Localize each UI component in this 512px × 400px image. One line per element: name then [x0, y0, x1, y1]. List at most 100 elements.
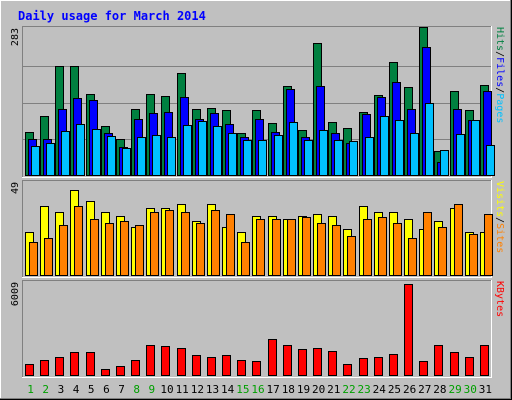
- bar-pages-day-20: [319, 130, 328, 176]
- day-label-30: 30: [464, 383, 477, 396]
- day-label-27: 27: [418, 383, 431, 396]
- day-labels: 1 2 3 4 5 6 7 8 9 10 11 12 13 14 15 16 17 18 19 20 21 22 23 24 2…: [27, 383, 492, 396]
- day-label-31: 31: [479, 383, 492, 396]
- legend-separator: /: [494, 51, 505, 57]
- bar-kbytes-day-11: [177, 348, 186, 376]
- bar-kbytes-day-28: [434, 345, 443, 376]
- bar-sites-day-26: [408, 238, 417, 276]
- bar-pages-day-9: [152, 135, 161, 176]
- bar-sites-day-31: [484, 214, 493, 276]
- bar-sites-day-23: [363, 219, 372, 276]
- bar-kbytes-day-20: [313, 348, 322, 376]
- bar-pages-day-23: [365, 137, 374, 176]
- bar-pages-day-8: [137, 137, 146, 176]
- bar-pages-day-15: [243, 140, 252, 176]
- bar-kbytes-day-13: [207, 357, 216, 376]
- bar-sites-day-21: [332, 225, 341, 276]
- legend-hits-files-pages: Hits/Files/Pages: [494, 27, 505, 123]
- bar-sites-day-12: [196, 223, 205, 276]
- bar-kbytes-day-21: [328, 351, 337, 376]
- legend-kbytes: KBytes: [494, 281, 505, 317]
- bar-pages-day-10: [167, 137, 176, 176]
- legend-pages: Pages: [494, 93, 505, 123]
- bar-kbytes-day-16: [252, 361, 261, 376]
- day-label-10: 10: [160, 383, 173, 396]
- bar-kbytes-day-27: [419, 361, 428, 376]
- panel-visits-sites: 49 Visits/Sites: [10, 180, 505, 278]
- day-label-17: 17: [267, 383, 280, 396]
- bar-sites-day-10: [165, 210, 174, 276]
- legend-visits-sites: Visits/Sites: [494, 181, 505, 253]
- bar-pages-day-18: [289, 122, 298, 176]
- bar-pages-day-6: [107, 136, 116, 176]
- bar-pages-day-30: [471, 120, 480, 176]
- day-label-2: 2: [42, 383, 49, 396]
- bar-kbytes-day-10: [161, 346, 170, 376]
- bar-sites-day-24: [378, 217, 387, 276]
- bar-pages-day-16: [258, 140, 267, 176]
- day-label-9: 9: [149, 383, 156, 396]
- day-label-14: 14: [221, 383, 235, 396]
- bar-pages-day-24: [380, 116, 389, 176]
- bar-kbytes-day-2: [40, 360, 49, 376]
- bar-sites-day-29: [454, 204, 463, 276]
- day-label-8: 8: [133, 383, 140, 396]
- bar-pages-day-11: [183, 125, 192, 176]
- legend-separator: /: [494, 87, 505, 93]
- day-label-12: 12: [191, 383, 204, 396]
- bar-sites-day-20: [317, 223, 326, 276]
- day-label-26: 26: [403, 383, 416, 396]
- day-label-25: 25: [388, 383, 401, 396]
- day-label-15: 15: [236, 383, 249, 396]
- bar-kbytes-day-15: [237, 360, 246, 376]
- legend-visits: Visits: [494, 181, 505, 217]
- day-label-4: 4: [73, 383, 80, 396]
- bar-sites-day-28: [438, 227, 447, 276]
- bar-pages-day-27: [425, 103, 434, 176]
- day-label-3: 3: [58, 383, 65, 396]
- bar-pages-day-1: [31, 146, 40, 176]
- bar-pages-day-12: [198, 121, 207, 176]
- day-label-5: 5: [88, 383, 95, 396]
- bar-pages-day-29: [456, 134, 465, 176]
- bar-pages-day-26: [410, 133, 419, 176]
- day-label-22: 22: [342, 383, 355, 396]
- bar-kbytes-day-24: [374, 357, 383, 376]
- scale-label-kbytes: 6009: [10, 282, 21, 306]
- bar-kbytes-day-26: [404, 284, 413, 376]
- bar-pages-day-3: [61, 131, 70, 176]
- panel-hits-files-pages: 283 Hits/Files/Pages: [10, 26, 505, 178]
- day-label-20: 20: [312, 383, 325, 396]
- bar-sites-day-27: [423, 212, 432, 276]
- bar-kbytes-day-18: [283, 345, 292, 376]
- bar-pages-day-4: [76, 124, 85, 176]
- bar-kbytes-day-23: [359, 358, 368, 376]
- bar-sites-day-3: [59, 225, 68, 276]
- bar-pages-day-2: [46, 143, 55, 176]
- bar-pages-day-21: [334, 140, 343, 176]
- legend-sites: Sites: [494, 223, 505, 253]
- bar-sites-day-1: [29, 242, 38, 276]
- legend-files: Files: [494, 57, 505, 87]
- legend-separator: /: [494, 217, 505, 223]
- bar-kbytes-day-14: [222, 355, 231, 376]
- bar-kbytes-day-4: [70, 352, 79, 376]
- bar-kbytes-day-25: [389, 354, 398, 376]
- legend-hits: Hits: [494, 27, 505, 51]
- bar-sites-day-9: [150, 212, 159, 276]
- bar-pages-day-25: [395, 120, 404, 176]
- bar-pages-day-31: [486, 145, 495, 176]
- bar-pages-day-28: [440, 150, 449, 176]
- bar-kbytes-day-1: [25, 364, 34, 376]
- bar-pages-day-13: [213, 126, 222, 176]
- bar-sites-day-19: [302, 217, 311, 276]
- bar-kbytes-day-12: [192, 355, 201, 376]
- bar-kbytes-day-19: [298, 349, 307, 376]
- day-label-24: 24: [373, 383, 387, 396]
- bar-pages-day-7: [122, 148, 131, 176]
- bar-sites-day-15: [241, 242, 250, 276]
- bar-kbytes-day-6: [101, 369, 110, 376]
